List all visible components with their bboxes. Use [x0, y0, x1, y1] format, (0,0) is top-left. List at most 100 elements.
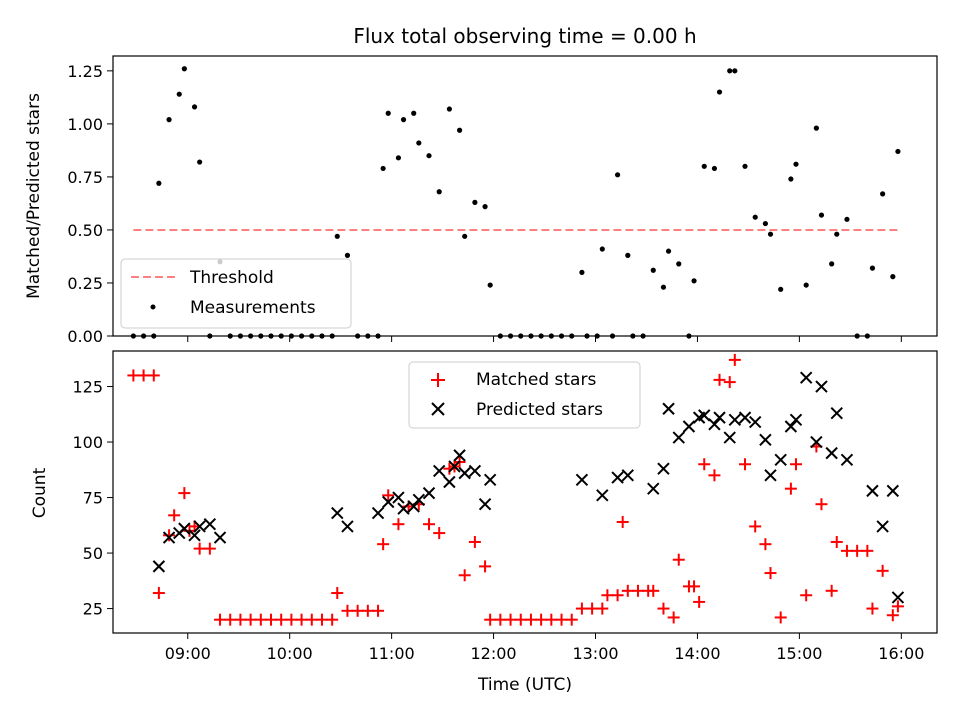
matched-star-point	[234, 613, 247, 626]
predicted-star-point	[392, 491, 405, 504]
measurement-point	[385, 110, 391, 116]
matched-star-point	[137, 369, 150, 382]
matched-star-point	[616, 515, 629, 528]
top-y-tick-label: 1.25	[67, 62, 103, 81]
predicted-star-point	[799, 371, 813, 384]
matched-star-point	[723, 376, 736, 389]
matched-star-point	[545, 613, 558, 626]
matched-star-point	[611, 589, 624, 602]
predicted-star-point	[458, 466, 471, 480]
predicted-star-point	[188, 529, 201, 542]
predicted-star-point	[448, 460, 461, 473]
measurement-point	[462, 233, 468, 239]
predicted-star-point	[759, 433, 772, 447]
measurement-point	[660, 284, 667, 290]
measurement-point	[625, 252, 631, 258]
predicted-star-point	[825, 446, 838, 460]
matched-legend-swatch	[431, 373, 445, 387]
measurement-point	[456, 127, 463, 133]
matched-star-point	[163, 529, 176, 542]
predicted-star-point	[453, 449, 466, 462]
top-y-tick-label: 0.75	[67, 168, 103, 187]
matched-star-point	[392, 518, 405, 531]
measurement-point	[676, 261, 682, 267]
matched-star-point	[667, 611, 680, 624]
bottom-y-tick-label: 75	[83, 489, 103, 508]
matched-star-point	[224, 613, 237, 626]
matched-star-point	[504, 613, 517, 626]
x-tick-label: 10:00	[267, 644, 313, 663]
matched-star-point	[265, 613, 278, 626]
matched-star-point	[244, 613, 257, 626]
matched-star-point	[739, 458, 752, 471]
matched-star-point	[586, 602, 599, 615]
matched-star-point	[815, 498, 828, 511]
predicted-star-point	[866, 484, 879, 498]
matched-star-point	[152, 587, 165, 600]
measurement-point	[834, 231, 840, 237]
bottom-legend-box	[408, 361, 641, 429]
predicted-star-point	[382, 495, 395, 509]
measurement-point	[829, 261, 835, 267]
predicted-star-point	[621, 469, 634, 482]
measurement-point	[176, 91, 182, 97]
matched-star-point	[168, 509, 181, 522]
matched-star-point	[555, 613, 568, 626]
predicted-star-point	[840, 453, 854, 467]
predicted-star-point	[371, 506, 385, 520]
matched-star-point	[127, 369, 140, 382]
x-tick-label: 14:00	[674, 644, 720, 663]
measurement-point	[334, 233, 340, 239]
measurement-point	[411, 110, 417, 116]
measurement-point	[614, 172, 621, 178]
measurement-point	[895, 148, 901, 155]
matched-star-point	[351, 604, 364, 617]
matched-star-point	[851, 544, 864, 557]
matched-star-point	[377, 538, 390, 551]
predicted-star-point	[213, 531, 227, 544]
predicted-star-point	[738, 411, 752, 424]
measurement-point	[380, 165, 386, 172]
x-tick-label: 12:00	[471, 644, 517, 663]
bottom-y-tick-label: 25	[83, 600, 103, 619]
predicted-star-point	[422, 486, 436, 500]
measurement-point	[752, 214, 758, 220]
predicted-star-point	[203, 517, 217, 531]
predicted-star-point	[611, 471, 624, 484]
predicted-star-point	[774, 453, 787, 467]
measurement-point	[803, 282, 809, 288]
x-tick-label: 16:00	[878, 644, 924, 663]
matched-star-point	[647, 584, 660, 597]
predicted-star-point	[397, 502, 410, 515]
measurement-point	[426, 153, 432, 159]
matched-star-point	[693, 595, 706, 608]
top-legend-box	[120, 258, 352, 329]
predicted-star-point	[708, 418, 721, 431]
matched-star-point	[254, 613, 267, 626]
matched-star-point	[285, 613, 298, 626]
predicted-star-point	[784, 420, 798, 433]
matched-star-point	[331, 587, 344, 600]
measurement-point	[191, 104, 198, 110]
predicted-star-point	[478, 498, 492, 511]
predicted-star-point	[596, 489, 609, 502]
predicted-legend-label: Predicted stars	[476, 400, 603, 420]
predicted-star-point	[152, 560, 166, 573]
matched-star-point	[315, 613, 328, 626]
measurements-legend-swatch	[150, 304, 156, 310]
matched-star-point	[728, 353, 741, 366]
bottom-y-tick-label: 125	[72, 378, 103, 397]
matched-star-point	[535, 613, 548, 626]
predicted-star-point	[749, 415, 762, 429]
predicted-star-point	[575, 473, 589, 486]
predicted-star-point	[886, 484, 900, 498]
predicted-star-point	[876, 520, 889, 533]
matched-star-point	[524, 613, 537, 626]
matched-star-point	[840, 544, 853, 557]
measurement-point	[156, 180, 162, 186]
measurement-point	[890, 274, 896, 280]
measurement-point	[778, 286, 784, 292]
matched-star-point	[759, 538, 772, 551]
top-plot-frame	[112, 55, 938, 337]
